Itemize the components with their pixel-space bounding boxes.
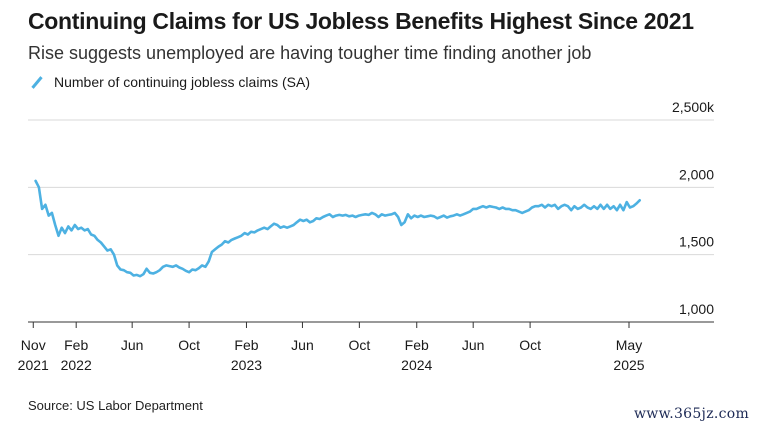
chart-title: Continuing Claims for US Jobless Benefit… (28, 8, 694, 34)
x-tick-label: Feb (234, 337, 258, 353)
watermark: www.365jz.com (634, 406, 750, 422)
x-tick-label: Nov (21, 337, 46, 353)
x-tick-label: Feb (405, 337, 429, 353)
x-tick-year-label: 2022 (61, 357, 92, 373)
y-tick-label: 2,500k (672, 99, 715, 115)
x-tick-year-label: 2021 (18, 357, 49, 373)
x-tick-label: May (616, 337, 642, 353)
legend: Number of continuing jobless claims (SA) (28, 74, 310, 90)
x-tick-label: Jun (462, 337, 485, 353)
y-tick-label: 1,000 (679, 301, 714, 317)
series-line (34, 179, 641, 278)
x-tick-label: Oct (348, 337, 370, 353)
legend-label: Number of continuing jobless claims (SA) (54, 74, 310, 90)
chart-subtitle: Rise suggests unemployed are having toug… (28, 43, 592, 63)
x-tick-year-label: 2023 (231, 357, 262, 373)
x-tick-year-label: 2025 (613, 357, 644, 373)
x-tick-label: Feb (64, 337, 88, 353)
x-tick-label: Jun (121, 337, 144, 353)
x-tick-label: Oct (178, 337, 200, 353)
x-tick-year-label: 2024 (401, 357, 432, 373)
source-note: Source: US Labor Department (28, 398, 203, 413)
x-tick-label: Jun (291, 337, 314, 353)
y-tick-label: 2,000 (679, 166, 714, 182)
x-tick-label: Oct (519, 337, 541, 353)
y-tick-label: 1,500 (679, 234, 714, 250)
